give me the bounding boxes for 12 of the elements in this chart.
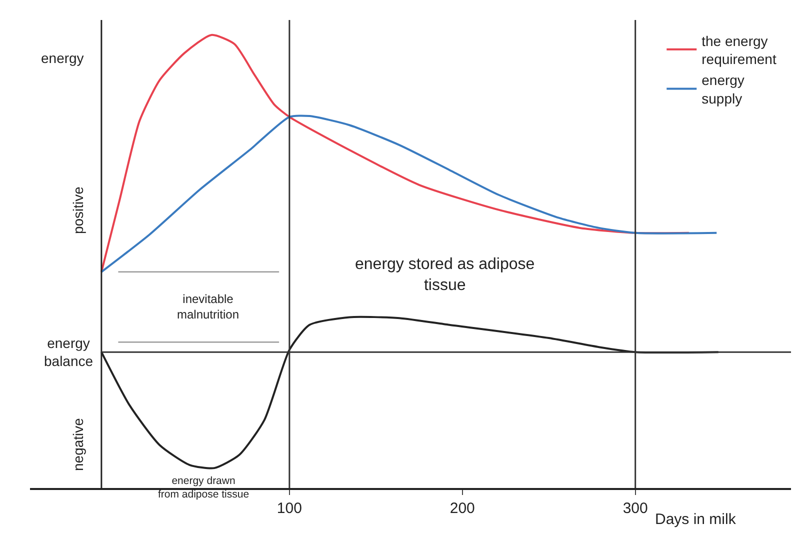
y-axis-title: energy [41, 50, 84, 66]
x-tick-label: 200 [450, 500, 475, 517]
annotation: energy stored as adipose tissue [355, 256, 535, 294]
ref-line-label: energy balance [44, 335, 94, 370]
annotation: negative [70, 418, 86, 471]
x-tick-label: 300 [622, 500, 648, 517]
annotation: positive [70, 186, 86, 234]
x-axis-title: Days in milk [655, 511, 736, 528]
x-tick-label: 100 [276, 500, 302, 517]
legend-label: energy supply [702, 72, 744, 106]
annotation: energy drawn from adipose tissue [158, 475, 250, 501]
annotation: inevitable malnutrition [177, 292, 240, 322]
